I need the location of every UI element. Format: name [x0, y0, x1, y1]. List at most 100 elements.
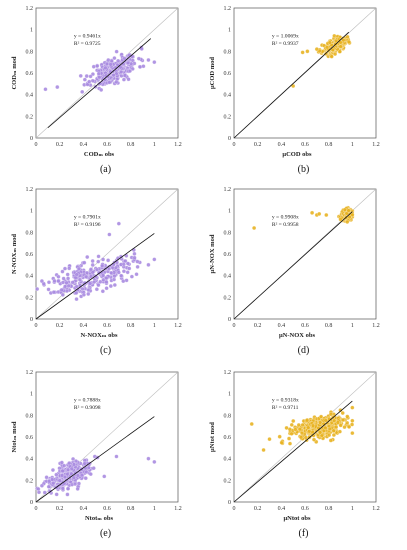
data-point: [338, 408, 343, 413]
data-point: [135, 264, 140, 269]
y-tick-label: 0.6: [26, 71, 34, 77]
points: [252, 205, 355, 231]
y-tick-label: 0.2: [224, 114, 232, 120]
y-tick-label: 0.8: [26, 230, 34, 236]
data-point: [328, 412, 333, 417]
y-tick-label: 0.4: [26, 457, 34, 463]
data-point: [54, 492, 59, 497]
data-point: [119, 273, 124, 278]
x-tick-label: 0: [233, 323, 236, 329]
data-point: [87, 79, 92, 84]
x-tick-label: 1: [153, 506, 156, 512]
data-point: [289, 431, 294, 436]
x-tick-label: 1.2: [174, 506, 182, 512]
x-axis-label: μNtot obs: [284, 515, 311, 522]
data-point: [249, 421, 254, 427]
data-point: [112, 274, 117, 279]
data-point: [74, 290, 79, 295]
data-point: [332, 33, 337, 38]
data-point: [44, 475, 49, 480]
data-point: [66, 276, 71, 281]
data-point: [116, 58, 121, 63]
data-point: [287, 441, 293, 446]
x-tick-label: 0: [233, 142, 236, 148]
data-point: [71, 475, 76, 480]
data-point: [114, 49, 119, 54]
y-tick-label: 0: [228, 500, 231, 506]
y-tick-label: 1: [30, 28, 33, 34]
data-point: [108, 284, 113, 289]
panel-a: 0 0 0.2 0.2 0.4 0.4 0.6 0.6 0.8 0.8 1 1 1.2 1.2 y = 0.…: [8, 2, 203, 182]
data-point: [318, 430, 323, 435]
data-point: [100, 289, 105, 294]
data-point: [99, 87, 104, 92]
data-point: [62, 266, 68, 271]
data-point: [63, 474, 68, 480]
data-point: [341, 38, 346, 43]
data-point: [83, 476, 88, 481]
plot-frame: [233, 188, 377, 320]
panel-label-b: (b): [297, 164, 310, 175]
x-tick-label: 0: [233, 506, 236, 512]
data-point: [291, 418, 296, 424]
data-point: [82, 461, 87, 466]
data-point: [293, 427, 298, 432]
y-tick-label: 1: [30, 209, 33, 215]
data-point: [88, 274, 94, 279]
data-point: [289, 422, 294, 427]
y-tick-label: 0: [30, 317, 33, 323]
data-point: [300, 422, 305, 428]
data-point: [54, 472, 59, 477]
data-point: [84, 274, 89, 279]
x-tick-label: 0.6: [301, 323, 309, 329]
data-point: [132, 255, 137, 260]
regression-equation: y = 0.9318x: [272, 397, 299, 403]
data-point: [346, 39, 351, 44]
data-point: [112, 277, 117, 282]
x-tick-label: 1.2: [372, 142, 380, 148]
x-axis-label: N-NOXₘ obs: [80, 332, 118, 339]
x-tick-label: 0: [35, 506, 38, 512]
y-tick-label: 1.2: [26, 187, 34, 193]
y-axis-label: N-NOXₘ mod: [11, 234, 18, 274]
y-axis-label: Ntotₘ mod: [11, 421, 18, 452]
data-point: [52, 278, 57, 283]
regression-line: [233, 211, 353, 320]
x-tick-label: 1: [153, 142, 156, 148]
data-point: [91, 64, 96, 69]
data-point: [146, 57, 151, 63]
x-tick-label: 0.2: [254, 142, 261, 148]
y-tick-label: 0.6: [224, 435, 232, 441]
data-point: [307, 429, 312, 434]
data-point: [97, 75, 102, 80]
data-point: [62, 463, 67, 468]
x-axis-label: μCOD obs: [282, 151, 312, 158]
data-point: [60, 292, 65, 297]
plot-frame: [35, 7, 179, 139]
data-point: [134, 272, 139, 277]
data-point: [299, 435, 304, 440]
data-point: [126, 77, 131, 82]
data-point: [267, 437, 272, 442]
data-point: [76, 481, 81, 486]
data-point: [47, 479, 52, 484]
data-point: [61, 276, 66, 281]
data-point: [279, 440, 284, 445]
data-point: [152, 459, 157, 464]
data-point: [125, 270, 130, 275]
panel-label-a: (a): [99, 164, 112, 175]
data-point: [121, 262, 126, 267]
data-point: [75, 473, 80, 478]
data-point: [74, 297, 79, 302]
y-tick-label: 1: [228, 392, 231, 398]
regression-equation: y = 1.0069x: [272, 33, 299, 39]
x-tick-label: 0.4: [278, 506, 286, 512]
x-tick-label: 1: [351, 323, 354, 329]
y-tick-label: 0.4: [224, 93, 232, 99]
y-tick-label: 0.2: [26, 478, 34, 484]
x-tick-label: 1: [153, 323, 156, 329]
data-point: [55, 85, 60, 90]
data-point: [84, 74, 89, 79]
scatter-plot-e: 00 0.2 0.2 0.4 0.4 0.6 0.6 0.8 0.8 1 1 1.2 1.2 y = 0.…: [11, 370, 182, 522]
data-point: [64, 280, 69, 285]
